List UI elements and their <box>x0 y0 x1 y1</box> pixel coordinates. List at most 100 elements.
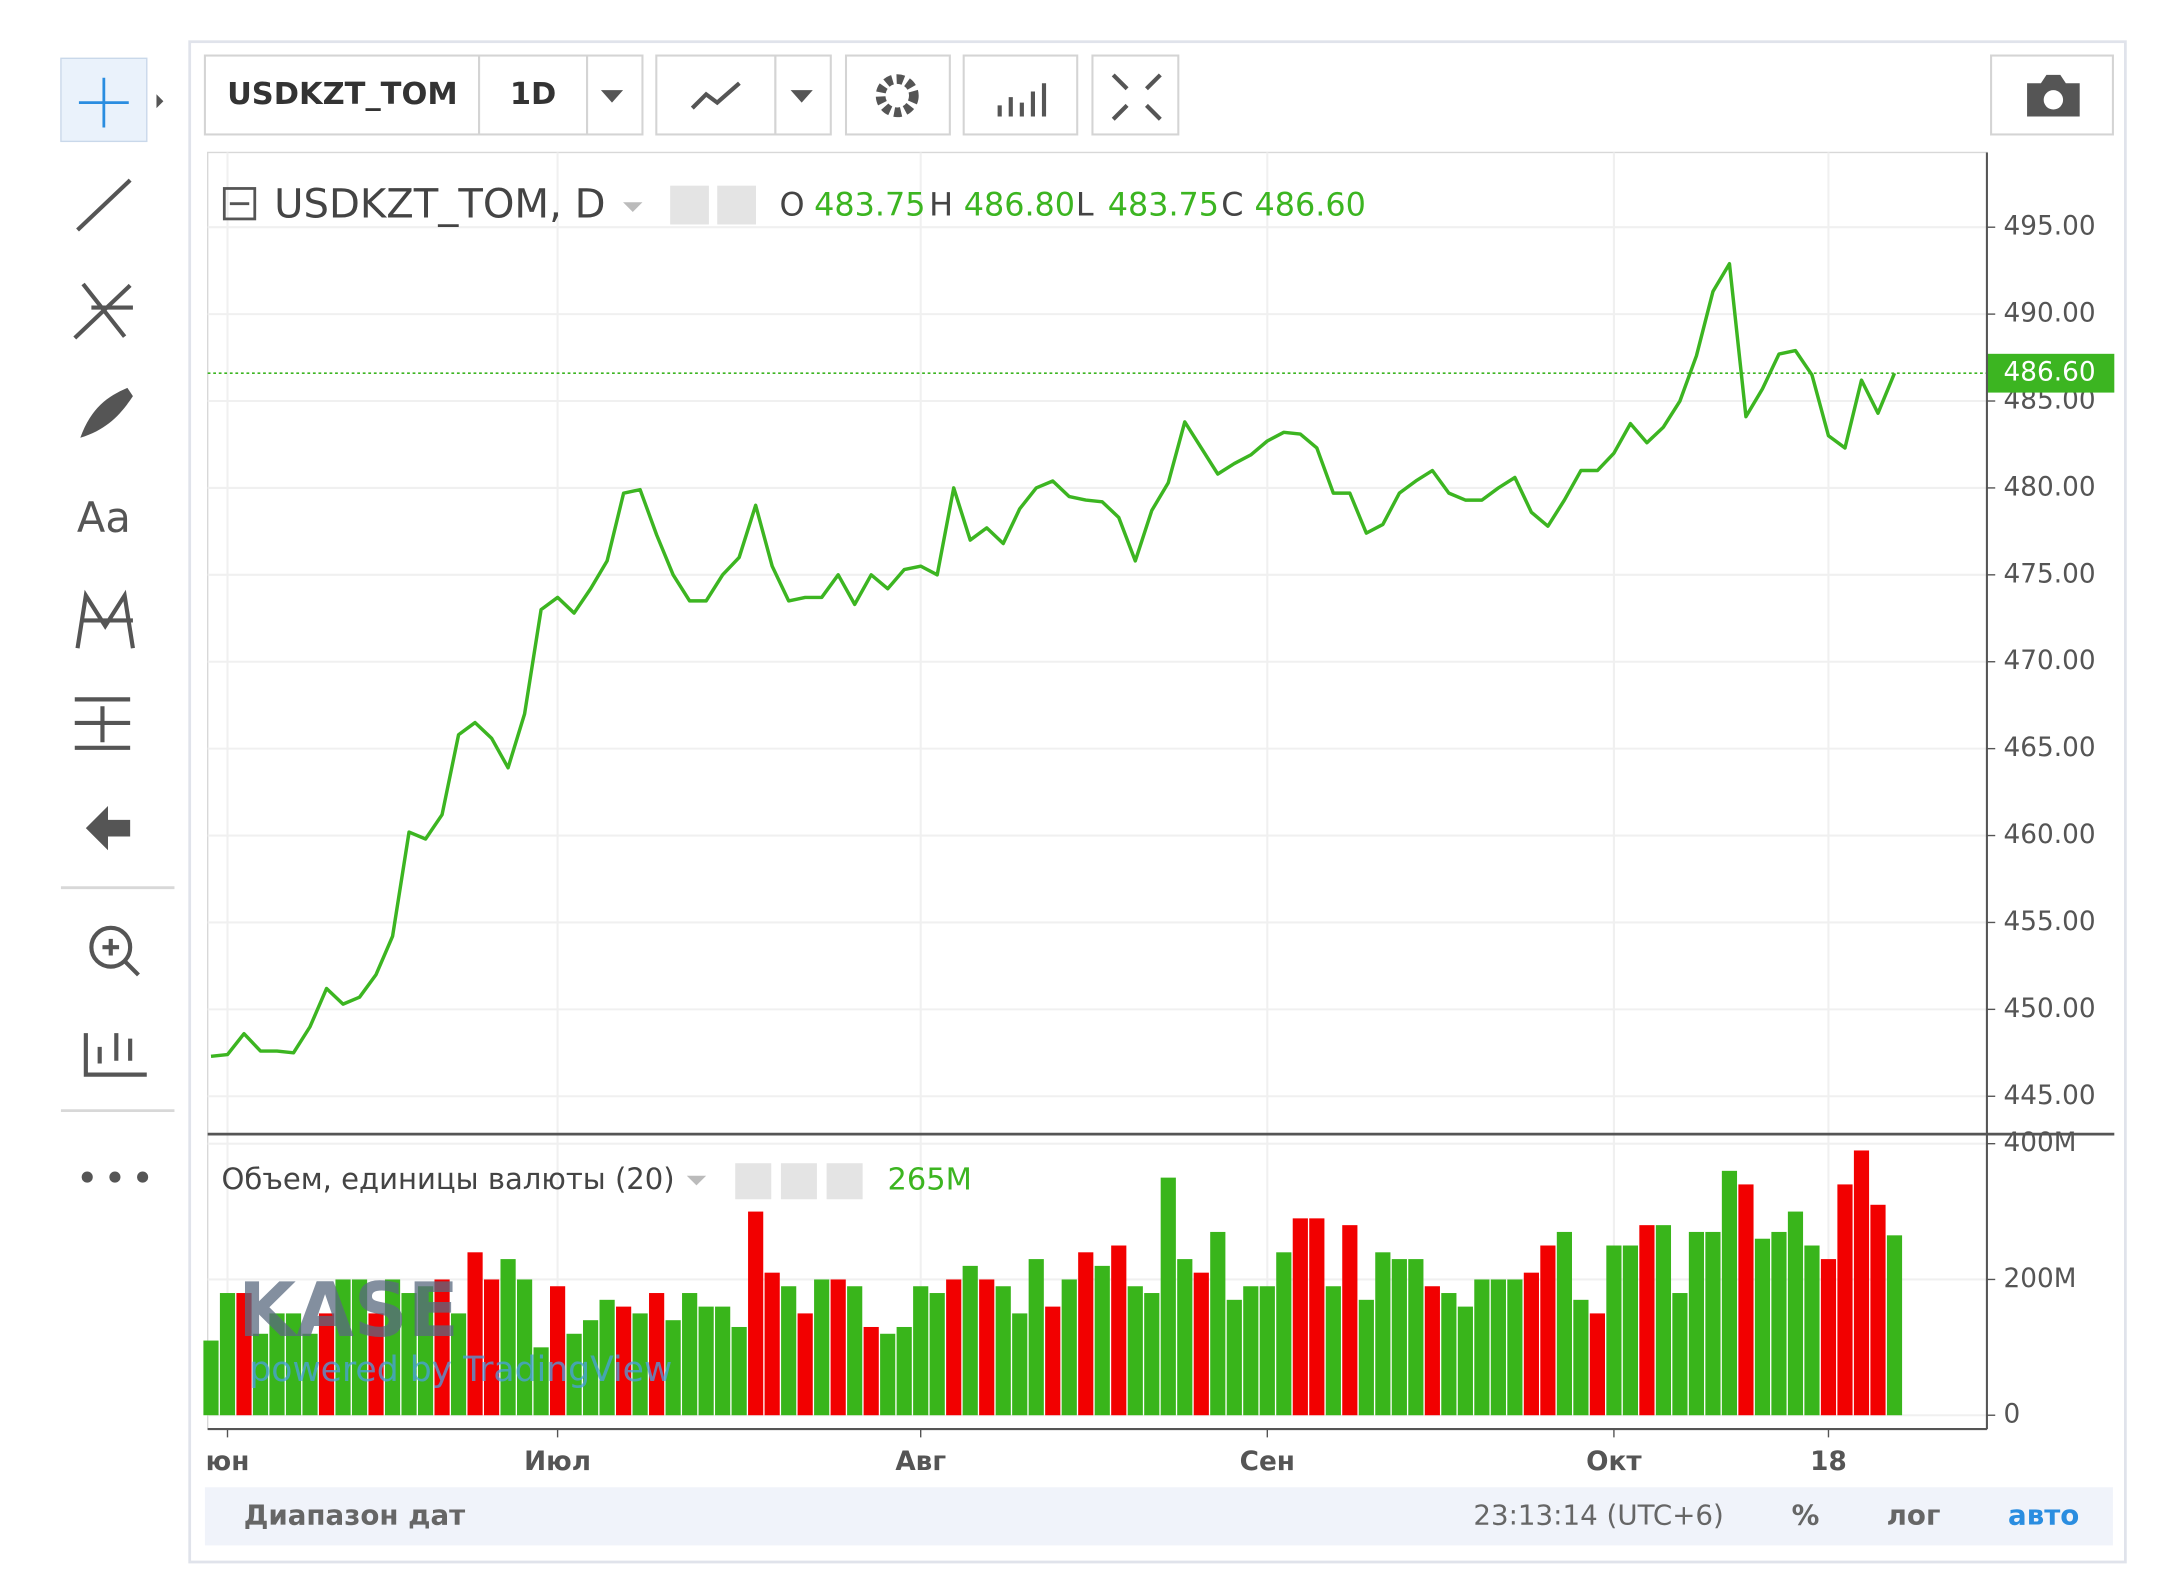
volume-bar <box>1688 1231 1705 1416</box>
volume-bar <box>285 1313 302 1416</box>
volume-bar <box>1622 1245 1639 1416</box>
volume-bar <box>1787 1211 1804 1416</box>
legend-dropdown[interactable] <box>686 1175 707 1186</box>
more-tools[interactable] <box>81 1171 149 1183</box>
interval-text: 1D <box>510 77 556 112</box>
expand-arrow[interactable] <box>156 94 164 109</box>
volume-bar <box>1391 1259 1407 1416</box>
volume-bar <box>550 1286 566 1416</box>
volume-bar <box>830 1279 846 1416</box>
top-toolbar: USDKZT_TOM 1D <box>203 54 2114 136</box>
zoom-icon <box>102 938 140 977</box>
last-price-badge <box>1986 353 2115 393</box>
volume-bar <box>1276 1252 1292 1416</box>
y-tick-label: 400M <box>2004 1128 2077 1158</box>
marks <box>203 261 1987 1416</box>
log-toggle[interactable]: лог <box>1887 1498 1941 1531</box>
measure-tool[interactable] <box>74 697 131 750</box>
volume-bar <box>1556 1231 1572 1416</box>
visibility-button[interactable] <box>735 1163 772 1200</box>
ruler-tool[interactable] <box>83 1033 147 1077</box>
volume-bar <box>847 1286 863 1416</box>
settings-button[interactable] <box>844 54 951 136</box>
volume-bar <box>1507 1279 1523 1416</box>
volume-bar <box>1210 1231 1226 1416</box>
volume-bar <box>863 1326 879 1416</box>
volume-bar <box>962 1265 978 1416</box>
y-tick-label: 445.00 <box>2004 1081 2096 1111</box>
series-title: USDKZT_TOM, D <box>274 181 605 227</box>
volume-bar <box>1309 1218 1325 1416</box>
volume-bar <box>632 1313 648 1416</box>
settings-button[interactable] <box>780 1163 817 1200</box>
fullscreen-icon <box>1111 73 1162 121</box>
volume-bar <box>1754 1238 1771 1416</box>
pattern-tool[interactable] <box>75 589 135 649</box>
volume-bar <box>1820 1259 1837 1416</box>
back-tool[interactable] <box>85 806 131 851</box>
percent-toggle[interactable]: % <box>1792 1498 1820 1531</box>
zoom-tool[interactable] <box>89 925 133 969</box>
settings-button[interactable] <box>717 185 756 225</box>
plot-area: 445.00 450.00 455.00 460.00 465.00 470.00 475.… <box>203 152 2115 1477</box>
volume-bar <box>1804 1245 1820 1416</box>
volume-bar <box>1094 1265 1110 1416</box>
legend-dropdown[interactable] <box>623 202 643 212</box>
brush-tool[interactable] <box>80 387 133 438</box>
date-range-button[interactable]: Диапазон дат <box>244 1498 466 1531</box>
text-tool[interactable]: Aa <box>77 493 131 542</box>
high-label: H <box>929 185 953 223</box>
collapse-button[interactable] <box>222 187 257 221</box>
volume-bar <box>1606 1245 1622 1416</box>
volume-bar <box>599 1299 615 1416</box>
volume-bar <box>814 1279 830 1416</box>
volume-bar <box>781 1286 797 1416</box>
open-label: O <box>780 185 805 223</box>
volume-bar <box>1639 1225 1655 1416</box>
trend-line-tool[interactable] <box>76 178 132 232</box>
auto-toggle[interactable]: авто <box>2008 1498 2079 1531</box>
volume-bar <box>896 1326 912 1416</box>
fib-tool[interactable] <box>73 282 133 340</box>
volume-bar <box>1342 1225 1358 1416</box>
volume-bar <box>616 1306 632 1416</box>
volume-bar <box>450 1313 467 1416</box>
volume-bar <box>434 1279 450 1416</box>
volume-bar <box>1573 1299 1589 1416</box>
price-legend: USDKZT_TOM, D O 483.75 H 486.80 L 483.75… <box>222 181 1366 227</box>
chart-style-button[interactable] <box>655 54 777 136</box>
visibility-button[interactable] <box>670 185 709 225</box>
x-tick-label: Авг <box>895 1447 946 1477</box>
y-tick-label: 470.00 <box>2004 646 2096 676</box>
x-tick-label: 18 <box>1810 1447 1847 1477</box>
volume-bar <box>946 1279 962 1416</box>
y-tick-label: 200M <box>2004 1264 2077 1294</box>
x-tick-label: юн <box>206 1447 250 1477</box>
high-value: 486.80 <box>964 185 1075 223</box>
volume-bar <box>516 1279 533 1416</box>
y-tick-label: 0 <box>2004 1400 2021 1430</box>
volume-bar <box>665 1320 681 1416</box>
volume-bar <box>1457 1306 1473 1416</box>
indicators-button[interactable] <box>962 54 1079 136</box>
volume-legend: Объем, единицы валюты (20) 265M <box>222 1162 972 1200</box>
volume-bar <box>269 1313 285 1416</box>
volume-bar <box>566 1333 582 1416</box>
volume-bar <box>1127 1286 1143 1416</box>
volume-bar <box>533 1347 549 1416</box>
x-tick-label: Окт <box>1586 1447 1642 1477</box>
clock: 23:13:14 (UTC+6) <box>1473 1498 1723 1531</box>
close-value: 486.60 <box>1254 185 1365 223</box>
volume-bar <box>929 1293 945 1416</box>
dropdown-arrow <box>790 90 813 103</box>
fullscreen-button[interactable] <box>1091 54 1180 136</box>
volume-bar <box>764 1272 780 1416</box>
volume-bar <box>1540 1245 1556 1416</box>
volume-bar <box>417 1286 434 1416</box>
volume-bar <box>1061 1279 1077 1416</box>
volume-bar <box>1886 1235 1903 1416</box>
volume-bar <box>500 1259 516 1416</box>
volume-bar <box>219 1293 236 1416</box>
remove-button[interactable] <box>826 1163 863 1200</box>
volume-title: Объем, единицы валюты (20) <box>222 1162 675 1196</box>
